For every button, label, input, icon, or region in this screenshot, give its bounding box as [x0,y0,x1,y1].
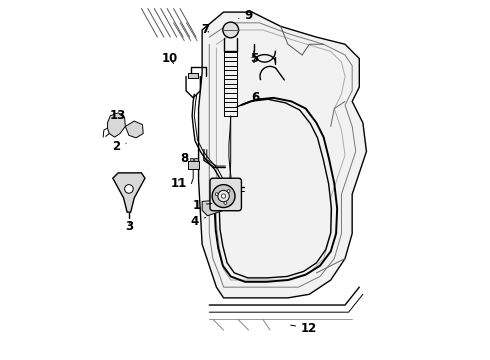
Text: 3: 3 [125,220,133,233]
Circle shape [215,193,218,195]
Bar [188,161,198,169]
Circle shape [218,190,229,202]
Polygon shape [202,200,223,216]
Polygon shape [107,113,125,137]
Text: 9: 9 [239,9,253,22]
Text: 7: 7 [202,23,210,36]
Text: 12: 12 [291,322,318,335]
Text: 6: 6 [251,91,260,104]
Bar [188,73,198,78]
Circle shape [223,22,239,38]
Text: 8: 8 [180,152,188,165]
Text: 2: 2 [112,140,126,153]
Text: 13: 13 [110,109,126,122]
Bar [190,158,193,161]
Polygon shape [125,121,143,138]
Circle shape [124,185,133,193]
Circle shape [224,202,227,204]
Polygon shape [198,12,367,298]
Circle shape [221,194,226,198]
Text: 5: 5 [250,52,258,65]
Circle shape [212,185,235,207]
Text: 11: 11 [171,177,187,190]
Bar [194,158,198,161]
Polygon shape [113,173,145,212]
Circle shape [227,190,230,193]
Text: 1: 1 [193,198,212,212]
Text: 4: 4 [191,215,206,228]
Text: 10: 10 [162,52,178,65]
FancyBboxPatch shape [210,178,242,211]
